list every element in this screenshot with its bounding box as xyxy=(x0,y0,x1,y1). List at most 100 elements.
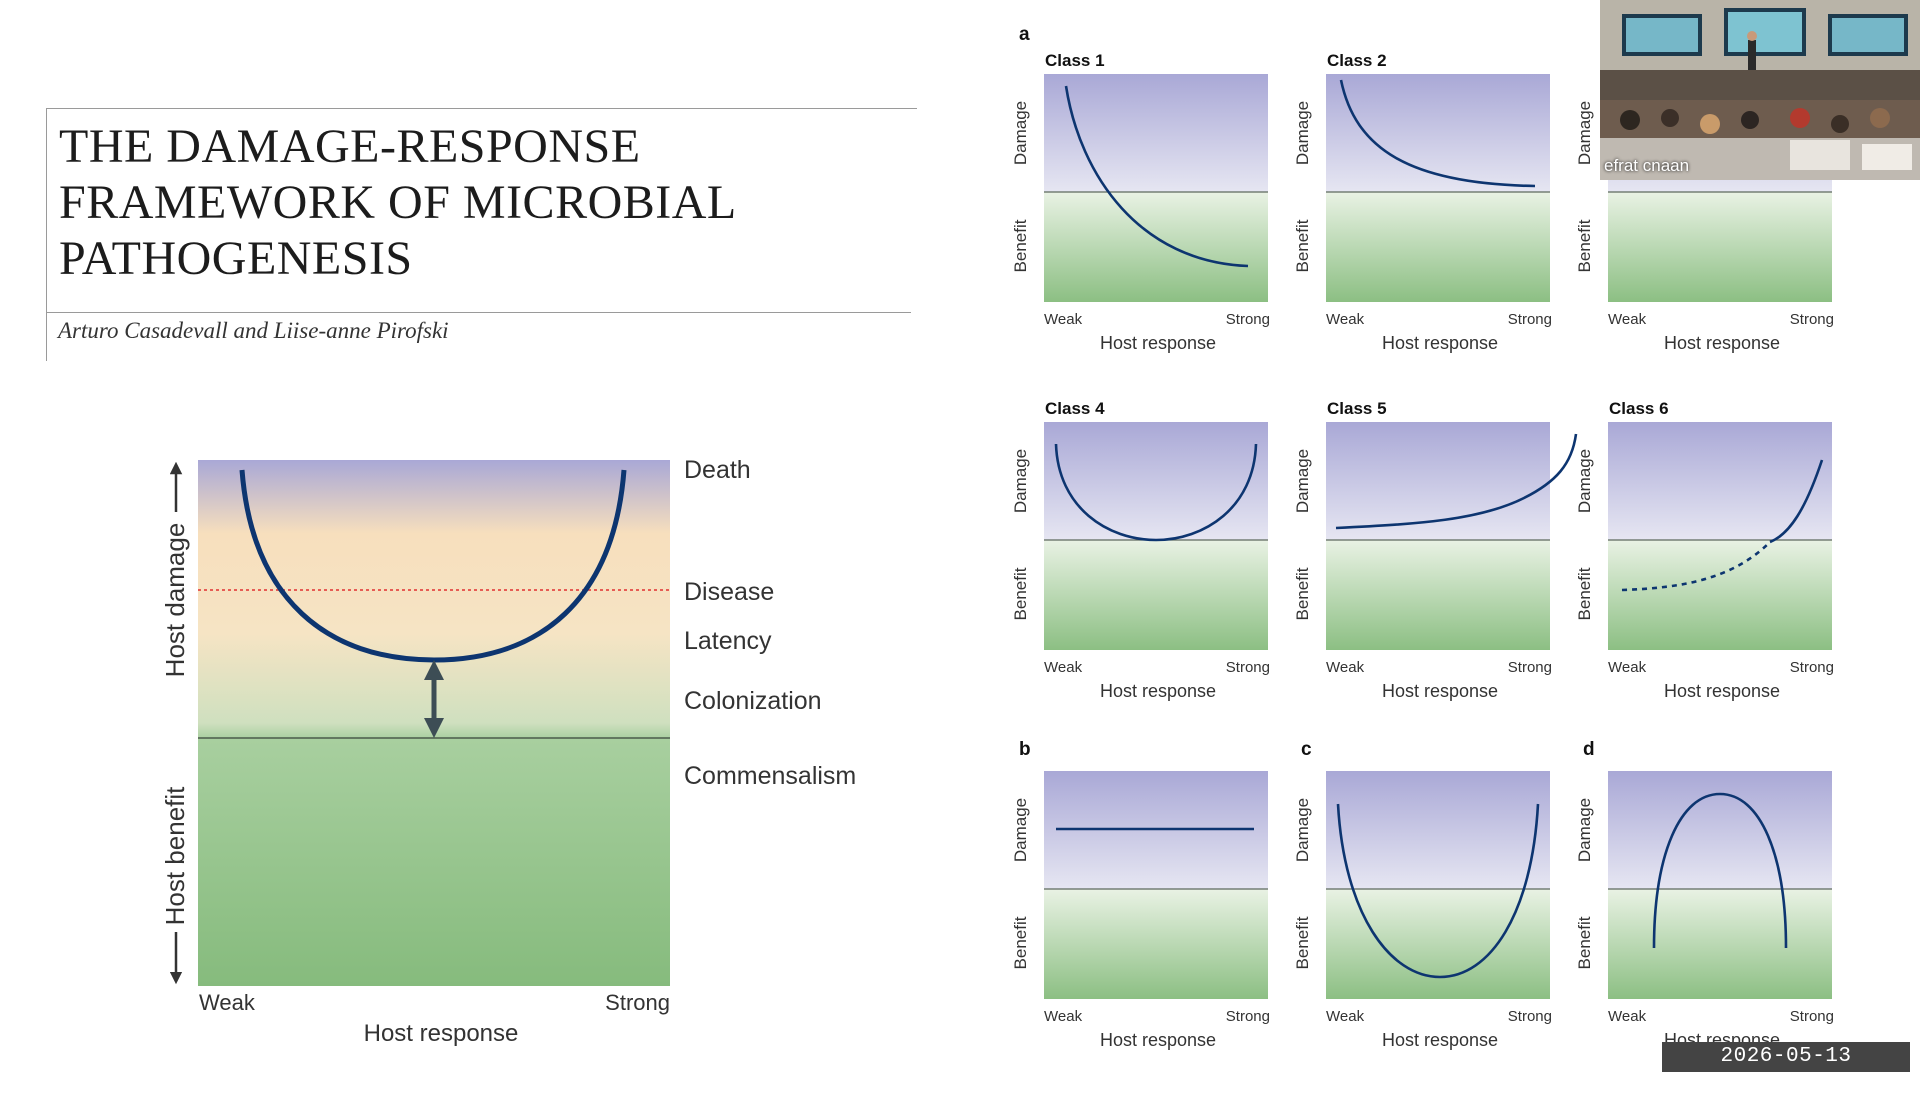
panel-curve xyxy=(1339,79,1536,188)
class-panel xyxy=(1608,771,1832,999)
panel-damage-zone xyxy=(1608,771,1832,889)
class-panel xyxy=(1044,422,1268,650)
panel-curve xyxy=(1652,792,1788,949)
panel-benefit-zone xyxy=(1326,540,1550,650)
panel-benefit-label: Benefit xyxy=(1011,567,1030,620)
participant-video-tile[interactable]: efrat cnaan xyxy=(1600,0,1920,180)
panel-damage-label: Damage xyxy=(1293,798,1312,862)
panel-x-strong: Strong xyxy=(1508,659,1552,676)
class-panel xyxy=(1044,771,1268,999)
panel-damage-label: Damage xyxy=(1011,449,1030,513)
panel-title: Class 5 xyxy=(1327,399,1387,418)
panel-benefit-label: Benefit xyxy=(1293,916,1312,969)
panel-benefit-label: Benefit xyxy=(1011,916,1030,969)
panel-x-strong: Strong xyxy=(1790,311,1834,328)
panel-damage-label: Damage xyxy=(1011,798,1030,862)
panel-benefit-zone xyxy=(1608,540,1832,650)
panel-damage-zone xyxy=(1044,74,1268,192)
panel-x-strong: Strong xyxy=(1226,1008,1270,1025)
panel-benefit-zone xyxy=(1044,889,1268,999)
panel-damage-label: Damage xyxy=(1293,449,1312,513)
panel-x-title: Host response xyxy=(1382,681,1498,701)
panel-letter: b xyxy=(1019,739,1031,760)
panel-x-strong: Strong xyxy=(1226,311,1270,328)
panel-benefit-zone xyxy=(1608,889,1832,999)
panel-x-strong: Strong xyxy=(1790,659,1834,676)
panel-x-weak: Weak xyxy=(1044,1008,1083,1025)
y-axis-label-damage: Host damage xyxy=(160,523,190,678)
panel-curve-solid xyxy=(1769,459,1824,544)
panel-x-weak: Weak xyxy=(1326,1008,1365,1025)
level-commensalism: Commensalism xyxy=(684,762,856,790)
panel-damage-zone xyxy=(1044,422,1268,540)
panel-x-weak: Weak xyxy=(1326,659,1365,676)
level-death: Death xyxy=(684,456,751,484)
panel-benefit-zone xyxy=(1044,192,1268,302)
panel-benefit-label: Benefit xyxy=(1293,567,1312,620)
x-axis-title: Host response xyxy=(364,1020,519,1047)
panel-damage-zone xyxy=(1326,771,1550,889)
participant-name-label: efrat cnaan xyxy=(1604,156,1690,175)
panel-benefit-zone xyxy=(1326,889,1550,999)
panel-x-title: Host response xyxy=(1100,333,1216,353)
class-panel xyxy=(1326,74,1550,302)
panel-damage-label: Damage xyxy=(1575,798,1594,862)
level-colonization: Colonization xyxy=(684,687,822,715)
class-panel xyxy=(1044,74,1268,302)
panel-curve xyxy=(1621,541,1771,592)
panel-benefit-zone xyxy=(1608,192,1832,302)
panel-benefit-label: Benefit xyxy=(1293,219,1312,272)
panel-benefit-label: Benefit xyxy=(1575,219,1594,272)
paper-title-line-2: FRAMEWORK OF MICROBIAL xyxy=(59,176,737,229)
panel-damage-label: Damage xyxy=(1011,101,1030,165)
level-latency: Latency xyxy=(684,627,772,655)
panel-x-title: Host response xyxy=(1382,1030,1498,1050)
class-panel xyxy=(1326,771,1550,999)
panel-benefit-label: Benefit xyxy=(1575,916,1594,969)
panel-damage-zone xyxy=(1326,422,1550,540)
panel-x-strong: Strong xyxy=(1226,659,1270,676)
panel-damage-zone xyxy=(1608,422,1832,540)
panel-benefit-label: Benefit xyxy=(1011,219,1030,272)
panel-benefit-zone xyxy=(1044,540,1268,650)
panel-curve xyxy=(1336,803,1540,979)
panel-benefit-label: Benefit xyxy=(1575,567,1594,620)
panel-benefit-zone xyxy=(1326,192,1550,302)
class-panel xyxy=(1608,422,1832,650)
paper-title-box: THE DAMAGE-RESPONSE FRAMEWORK OF MICROBI… xyxy=(46,108,917,361)
panel-x-title: Host response xyxy=(1382,333,1498,353)
paper-title-line-1: THE DAMAGE-RESPONSE xyxy=(59,120,641,173)
panel-x-weak: Weak xyxy=(1044,659,1083,676)
panel-title: Class 1 xyxy=(1045,51,1105,70)
main-damage-response-diagram: Host damage Host benefit Weak Strong Hos… xyxy=(160,456,856,1047)
x-label-weak: Weak xyxy=(199,990,256,1015)
panel-damage-label: Damage xyxy=(1293,101,1312,165)
panel-damage-label: Damage xyxy=(1575,101,1594,165)
panel-x-weak: Weak xyxy=(1608,311,1647,328)
panel-curve xyxy=(1064,85,1249,268)
panel-curve xyxy=(1054,443,1258,542)
panel-x-strong: Strong xyxy=(1508,1008,1552,1025)
paper-authors: Arturo Casadevall and Liise-anne Pirofsk… xyxy=(58,318,449,343)
panel-letter: d xyxy=(1583,739,1595,760)
panel-x-title: Host response xyxy=(1664,681,1780,701)
title-divider xyxy=(46,312,911,313)
timestamp-overlay: 2026-05-13 11:16:31 xyxy=(1662,1042,1910,1098)
panel-x-weak: Weak xyxy=(1608,1008,1647,1025)
panel-x-title: Host response xyxy=(1100,1030,1216,1050)
panel-x-title: Host response xyxy=(1100,681,1216,701)
panel-title: Class 2 xyxy=(1327,51,1387,70)
panel-x-strong: Strong xyxy=(1790,1008,1834,1025)
x-label-strong: Strong xyxy=(605,990,670,1015)
panel-x-weak: Weak xyxy=(1326,311,1365,328)
panel-letter: c xyxy=(1301,739,1312,760)
class-panel xyxy=(1326,422,1578,650)
y-axis-label-benefit: Host benefit xyxy=(160,786,190,926)
panel-x-weak: Weak xyxy=(1608,659,1647,676)
panel-damage-label: Damage xyxy=(1575,449,1594,513)
panel-letter: a xyxy=(1019,24,1030,45)
lecture-hall-video xyxy=(1600,0,1920,180)
panel-x-title: Host response xyxy=(1664,333,1780,353)
panel-x-strong: Strong xyxy=(1508,311,1552,328)
panel-title: Class 6 xyxy=(1609,399,1669,418)
